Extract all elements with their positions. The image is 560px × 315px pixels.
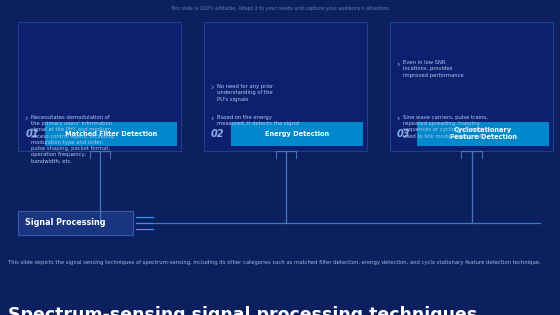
Text: ›: › <box>396 115 399 124</box>
FancyBboxPatch shape <box>231 122 363 146</box>
Text: Spectrum-sensing signal processing techniques: Spectrum-sensing signal processing techn… <box>8 306 478 315</box>
Text: This slide depicts the signal sensing techniques of spectrum-sensing, including : This slide depicts the signal sensing te… <box>8 260 541 265</box>
Text: ›: › <box>210 115 213 124</box>
Text: Sine wave carriers, pulse trains,
repeated spreading, hopping
sequences or cycli: Sine wave carriers, pulse trains, repeat… <box>403 115 488 139</box>
Text: Matched Filter Detection: Matched Filter Detection <box>65 131 157 137</box>
Text: 03: 03 <box>397 129 410 139</box>
FancyBboxPatch shape <box>390 22 553 151</box>
Text: Energy Detection: Energy Detection <box>265 131 329 137</box>
FancyBboxPatch shape <box>417 122 549 146</box>
FancyBboxPatch shape <box>45 122 177 146</box>
Text: Cyclostationary
Feature Detection: Cyclostationary Feature Detection <box>450 127 516 140</box>
Text: ›: › <box>210 84 213 93</box>
FancyBboxPatch shape <box>18 211 133 235</box>
Text: ›: › <box>24 115 27 124</box>
Text: Based on the energy
measured, it detects the signal: Based on the energy measured, it detects… <box>217 115 300 126</box>
Text: This slide is 100% editable. Adapt it to your needs and capture your audience's : This slide is 100% editable. Adapt it to… <box>170 6 390 11</box>
Text: No need for any prior
understanding of the
PU's signals: No need for any prior understanding of t… <box>217 84 273 101</box>
FancyBboxPatch shape <box>204 22 367 151</box>
Text: 01: 01 <box>25 129 39 139</box>
Text: 02: 02 <box>211 129 225 139</box>
Text: Even in low SNR
locations, provides
improved performance: Even in low SNR locations, provides impr… <box>403 60 463 77</box>
FancyBboxPatch shape <box>18 22 181 151</box>
Text: Necessitates demodulation of
the primary users' information
signal at the PHY an: Necessitates demodulation of the primary… <box>31 115 114 163</box>
Text: Signal Processing: Signal Processing <box>25 218 106 227</box>
Text: ›: › <box>396 60 399 69</box>
